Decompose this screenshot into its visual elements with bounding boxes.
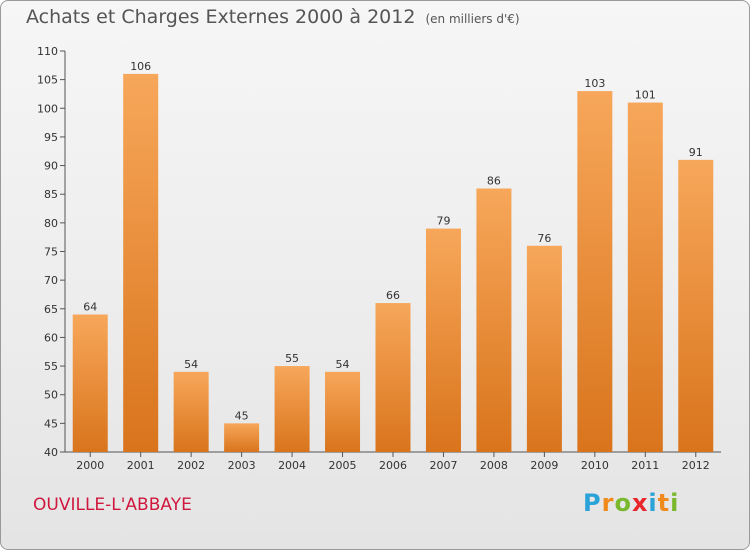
- y-tick-label: 85: [44, 188, 58, 201]
- x-tick-label: 2004: [278, 459, 306, 472]
- y-tick-label: 65: [44, 303, 58, 316]
- bars: [72, 73, 714, 453]
- x-tick-label: 2007: [429, 459, 457, 472]
- bar: [274, 366, 310, 452]
- data-label: 101: [635, 89, 656, 102]
- proxiti-logo: Proxiti: [583, 489, 679, 517]
- y-tick-label: 80: [44, 217, 58, 230]
- y-tick-label: 105: [37, 74, 58, 87]
- logo-letter: r: [601, 489, 615, 517]
- x-tick-label: 2012: [682, 459, 710, 472]
- chart-title: Achats et Charges Externes 2000 à 2012 (e…: [26, 6, 520, 28]
- y-tick-label: 75: [44, 246, 58, 259]
- y-tick-label: 110: [37, 45, 58, 58]
- data-label: 45: [235, 409, 249, 422]
- bar-chart: 40 45 50 55 60 65 70 75 80 85 90 95 100 105 110 2000 200…: [37, 45, 721, 472]
- data-label: 54: [336, 358, 350, 371]
- logo-letter: o: [614, 489, 632, 517]
- x-tick-label: 2001: [127, 459, 155, 472]
- data-label: 103: [584, 77, 605, 90]
- bar: [577, 91, 613, 452]
- data-labels: 64 106 54 45 55 54 66 79 86 76 103 101 91: [83, 60, 703, 422]
- logo-letter: t: [657, 489, 671, 517]
- x-tick-label: 2005: [329, 459, 357, 472]
- data-label: 55: [285, 352, 299, 365]
- bar: [476, 188, 512, 452]
- bar: [325, 371, 361, 452]
- data-label: 86: [487, 174, 501, 187]
- x-tick-label: 2006: [379, 459, 407, 472]
- x-tick-label: 2000: [76, 459, 104, 472]
- bar: [375, 303, 411, 452]
- title-text: Achats et Charges Externes 2000 à 2012: [26, 6, 416, 28]
- logo-letter: i: [648, 489, 658, 517]
- x-tick-label: 2002: [177, 459, 205, 472]
- subtitle-text: (en milliers d'€): [425, 12, 520, 26]
- data-label: 66: [386, 289, 400, 302]
- data-label: 79: [436, 215, 450, 228]
- x-tick-label: 2010: [581, 459, 609, 472]
- x-tick-label: 2011: [631, 459, 659, 472]
- y-tick-label: 95: [44, 131, 58, 144]
- logo-letter: x: [631, 489, 649, 517]
- bar: [526, 245, 562, 452]
- x-tick-label: 2008: [480, 459, 508, 472]
- logo-letter: P: [583, 489, 602, 517]
- bar: [72, 314, 108, 452]
- y-tick-label: 50: [44, 389, 58, 402]
- bar: [627, 102, 663, 453]
- data-label: 106: [130, 60, 151, 73]
- x-tick-label: 2009: [530, 459, 558, 472]
- bar: [425, 228, 461, 452]
- data-label: 91: [689, 146, 703, 159]
- data-label: 64: [83, 301, 97, 314]
- logo-letter: i: [670, 489, 680, 517]
- y-tick-label: 60: [44, 331, 58, 344]
- y-tick-label: 45: [44, 417, 58, 430]
- data-label: 76: [537, 232, 551, 245]
- y-tick-label: 70: [44, 274, 58, 287]
- x-tick-label: 2003: [228, 459, 256, 472]
- location-name: OUVILLE-L'ABBAYE: [33, 495, 192, 515]
- bar: [173, 371, 209, 452]
- y-tick-label: 90: [44, 160, 58, 173]
- data-label: 54: [184, 358, 198, 371]
- y-tick-label: 100: [37, 102, 58, 115]
- y-tick-label: 55: [44, 360, 58, 373]
- bar: [678, 159, 714, 453]
- y-tick-label: 40: [44, 446, 58, 459]
- bar: [123, 73, 159, 453]
- bar: [224, 423, 260, 452]
